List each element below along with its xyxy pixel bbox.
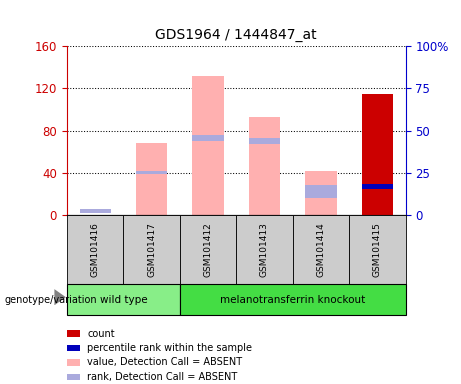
Bar	[67, 215, 123, 284]
Text: GSM101417: GSM101417	[147, 222, 156, 277]
Bar	[193, 76, 224, 215]
Bar	[349, 215, 406, 284]
Bar	[293, 215, 349, 284]
Bar	[80, 209, 111, 213]
Text: GSM101415: GSM101415	[373, 222, 382, 277]
Bar	[362, 185, 393, 188]
Text: GSM101413: GSM101413	[260, 222, 269, 277]
Title: GDS1964 / 1444847_at: GDS1964 / 1444847_at	[155, 28, 317, 42]
Bar	[306, 185, 337, 198]
Polygon shape	[54, 289, 66, 305]
Text: GSM101414: GSM101414	[316, 222, 325, 277]
Bar	[123, 215, 180, 284]
Bar	[67, 359, 80, 366]
Bar	[67, 374, 80, 380]
Text: melanotransferrin knockout: melanotransferrin knockout	[220, 295, 366, 305]
Text: percentile rank within the sample: percentile rank within the sample	[87, 343, 252, 353]
Text: count: count	[87, 329, 115, 339]
Bar	[136, 143, 167, 215]
Text: rank, Detection Call = ABSENT: rank, Detection Call = ABSENT	[87, 372, 237, 382]
Text: genotype/variation: genotype/variation	[5, 295, 97, 305]
Bar	[362, 184, 393, 189]
Bar	[236, 215, 293, 284]
Bar	[249, 139, 280, 144]
Bar	[136, 171, 167, 174]
Bar	[249, 117, 280, 215]
Bar	[193, 135, 224, 141]
Bar	[67, 330, 80, 337]
Bar	[67, 284, 180, 315]
Text: value, Detection Call = ABSENT: value, Detection Call = ABSENT	[87, 358, 242, 367]
Bar	[362, 94, 393, 215]
Bar	[67, 345, 80, 351]
Text: GSM101412: GSM101412	[203, 222, 213, 277]
Bar	[306, 170, 337, 215]
Text: wild type: wild type	[100, 295, 147, 305]
Text: GSM101416: GSM101416	[90, 222, 100, 277]
Bar	[180, 215, 236, 284]
Bar	[180, 284, 406, 315]
